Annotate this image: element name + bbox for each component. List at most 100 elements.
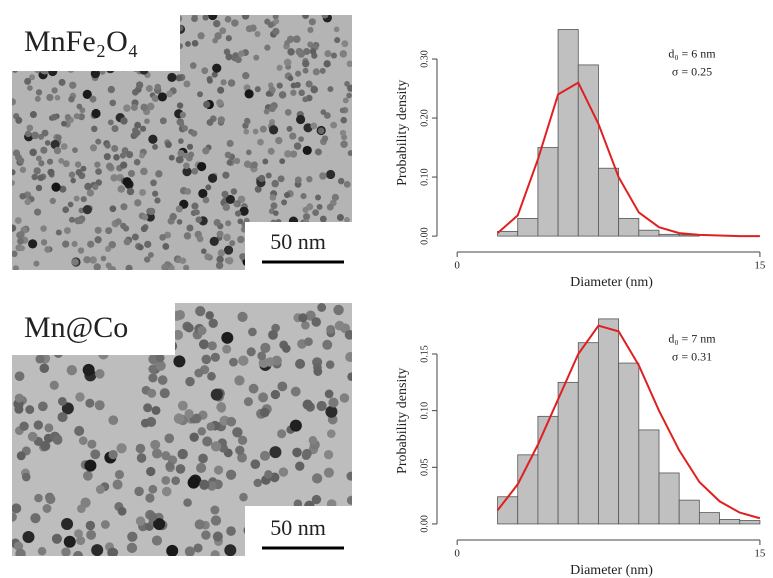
particle bbox=[144, 118, 150, 125]
particle bbox=[227, 79, 236, 87]
particle bbox=[278, 91, 287, 99]
particle bbox=[125, 264, 133, 270]
particle bbox=[258, 174, 266, 183]
particle bbox=[260, 342, 271, 353]
bar bbox=[638, 229, 660, 237]
particle bbox=[27, 85, 33, 91]
particle bbox=[267, 21, 274, 28]
particle bbox=[334, 320, 345, 331]
particle bbox=[164, 433, 175, 444]
particle bbox=[42, 504, 52, 513]
y-axis-label: Probability density bbox=[395, 368, 410, 474]
particle bbox=[80, 165, 87, 172]
particle bbox=[144, 256, 151, 263]
particle bbox=[270, 389, 281, 400]
particle bbox=[212, 63, 222, 73]
particle bbox=[325, 405, 338, 418]
particle bbox=[121, 147, 129, 154]
particle bbox=[248, 327, 257, 337]
particle bbox=[51, 113, 58, 121]
particle bbox=[317, 303, 327, 312]
particle bbox=[206, 422, 215, 431]
particle bbox=[183, 80, 191, 88]
particle bbox=[12, 169, 16, 176]
particle bbox=[292, 447, 302, 458]
particle bbox=[263, 108, 270, 115]
particle bbox=[311, 494, 322, 505]
particle bbox=[194, 209, 200, 216]
particle bbox=[35, 155, 42, 162]
particle bbox=[94, 161, 101, 168]
particle bbox=[244, 89, 254, 99]
particle bbox=[75, 168, 83, 176]
particle bbox=[176, 102, 184, 109]
particle bbox=[177, 448, 188, 460]
particle bbox=[253, 478, 262, 488]
particle bbox=[226, 159, 233, 166]
particle bbox=[347, 150, 352, 156]
particle bbox=[44, 246, 51, 253]
particle bbox=[290, 82, 297, 89]
particle bbox=[200, 248, 207, 255]
particle bbox=[12, 512, 17, 522]
particle bbox=[333, 304, 344, 316]
particle bbox=[46, 158, 54, 165]
particle bbox=[62, 206, 70, 214]
particle bbox=[191, 15, 198, 23]
particle bbox=[77, 113, 85, 121]
particle bbox=[107, 119, 114, 126]
bar bbox=[638, 429, 660, 525]
particle bbox=[57, 412, 68, 423]
particle bbox=[339, 393, 350, 403]
particle bbox=[234, 375, 245, 386]
particle bbox=[87, 240, 95, 248]
particle bbox=[226, 416, 237, 427]
particle bbox=[117, 185, 126, 193]
particle bbox=[66, 364, 78, 376]
particle bbox=[327, 86, 334, 93]
particle bbox=[90, 68, 100, 79]
particle bbox=[68, 171, 76, 178]
particle bbox=[303, 213, 311, 221]
particle bbox=[223, 233, 231, 242]
particle bbox=[197, 91, 203, 98]
particle bbox=[125, 151, 134, 159]
particle bbox=[287, 48, 295, 56]
particle bbox=[212, 531, 223, 542]
particle bbox=[346, 60, 352, 68]
particle bbox=[35, 354, 45, 364]
particle bbox=[12, 250, 18, 258]
particle bbox=[184, 546, 195, 556]
particle bbox=[307, 26, 314, 34]
particle bbox=[61, 517, 74, 530]
bar bbox=[557, 29, 579, 237]
particle bbox=[281, 199, 288, 206]
particle bbox=[183, 498, 192, 507]
particle bbox=[221, 190, 229, 198]
particle bbox=[326, 324, 336, 335]
particle bbox=[82, 89, 92, 99]
particle bbox=[229, 357, 238, 367]
particle bbox=[63, 535, 76, 548]
particle bbox=[225, 469, 237, 480]
particle bbox=[49, 380, 59, 390]
particle bbox=[69, 81, 77, 89]
particle bbox=[145, 85, 153, 93]
particle bbox=[272, 27, 280, 36]
particle bbox=[33, 208, 42, 216]
particle bbox=[343, 180, 351, 188]
particle bbox=[229, 240, 236, 247]
particle bbox=[29, 111, 37, 119]
particle bbox=[95, 168, 102, 175]
particle bbox=[82, 470, 93, 481]
particle bbox=[17, 157, 25, 164]
particle bbox=[86, 529, 97, 540]
particle bbox=[325, 360, 335, 369]
particle bbox=[58, 158, 65, 164]
particle bbox=[29, 74, 36, 81]
particle bbox=[339, 107, 346, 114]
particle bbox=[182, 152, 189, 159]
particle bbox=[33, 260, 40, 267]
particle bbox=[204, 253, 212, 261]
particle bbox=[243, 397, 253, 407]
